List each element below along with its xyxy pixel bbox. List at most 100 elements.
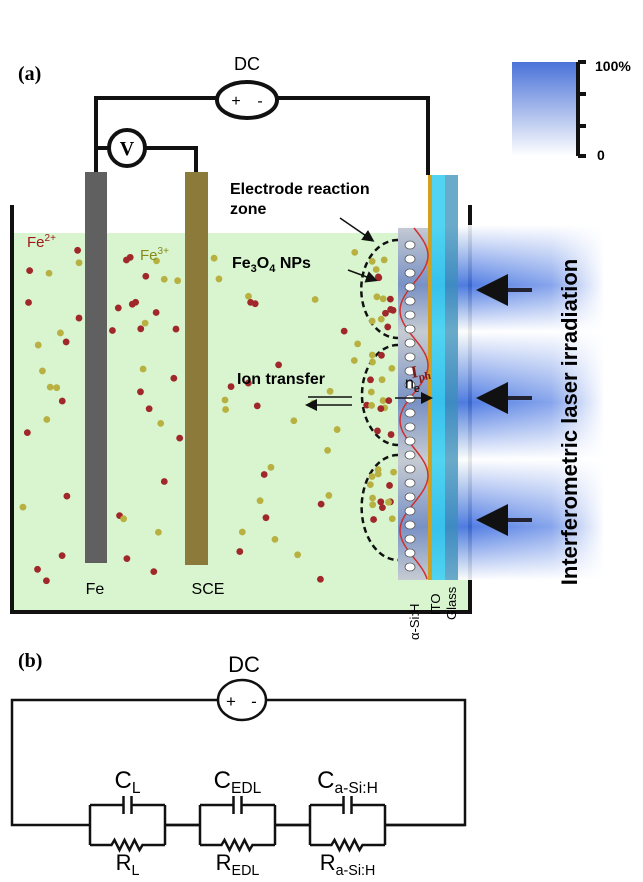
particle: [115, 305, 122, 312]
particle: [157, 420, 164, 427]
zone-label: zone: [230, 201, 267, 218]
nanoparticle: [405, 339, 415, 347]
nanoparticle: [405, 269, 415, 277]
particle: [261, 471, 268, 478]
particle: [317, 576, 324, 583]
particle: [20, 504, 27, 511]
layer-label: Glass: [444, 586, 459, 620]
laser-label: Interferometric laser irradiation: [557, 259, 582, 585]
particle: [34, 566, 41, 573]
particle: [43, 577, 50, 584]
symbol: R: [116, 850, 132, 875]
nanoparticle: [405, 409, 415, 417]
beam-fade: [470, 225, 605, 580]
particle: [64, 493, 71, 500]
element-label: Ca-Si:H: [317, 767, 378, 797]
particle: [24, 429, 31, 436]
polarity: -: [257, 93, 262, 110]
symbol: C: [214, 767, 231, 794]
nanoparticle: [405, 311, 415, 319]
particle: [368, 402, 375, 409]
particle: [380, 295, 387, 302]
figure: (a) 100% 0 Interferometric laser irradia…: [0, 0, 643, 882]
particle: [46, 270, 53, 277]
subscript: a-Si:H: [335, 780, 378, 797]
particle: [228, 383, 235, 390]
particle: [377, 405, 384, 412]
particle: [140, 366, 147, 373]
particle: [161, 276, 168, 283]
parallel-branch: [310, 796, 465, 850]
particle: [59, 398, 66, 405]
particle: [26, 267, 33, 274]
particle: [161, 478, 168, 485]
particle: [367, 481, 374, 488]
particle: [385, 499, 392, 506]
symbol: C: [317, 767, 334, 794]
particle: [387, 296, 394, 303]
particle: [369, 359, 376, 366]
nanoparticle: [405, 549, 415, 557]
particle: [377, 498, 384, 505]
particle: [379, 504, 386, 511]
particle: [74, 247, 81, 254]
subscript: EDL: [231, 780, 262, 797]
polarity: +: [226, 692, 236, 711]
fe-electrode: [85, 172, 107, 563]
particle: [146, 405, 153, 412]
particle: [389, 515, 396, 522]
particle: [318, 501, 325, 508]
nanoparticle: [405, 493, 415, 501]
particle: [378, 316, 385, 323]
particle: [43, 416, 50, 423]
particle: [369, 258, 376, 265]
nanoparticle: [405, 255, 415, 263]
nanoparticle: [405, 465, 415, 473]
particle: [370, 516, 377, 523]
particle: [216, 276, 223, 283]
nanoparticle: [405, 423, 415, 431]
particle: [325, 492, 332, 499]
particle: [272, 536, 279, 543]
particle: [57, 330, 64, 337]
particle: [334, 426, 341, 433]
particle: [76, 259, 83, 266]
particle: [375, 274, 382, 281]
particle: [236, 548, 243, 555]
particle: [268, 464, 275, 471]
panel-label: (a): [18, 63, 41, 85]
nanoparticle: [405, 241, 415, 249]
particle: [142, 273, 149, 280]
nanoparticle: [405, 283, 415, 291]
nanoparticle: [405, 353, 415, 361]
particle: [35, 342, 42, 349]
particle: [381, 257, 388, 264]
particle: [388, 431, 395, 438]
colorbar-axis: [578, 62, 586, 156]
particle: [120, 515, 127, 522]
subscript: a-Si:H: [336, 863, 376, 879]
parallel-branch: [90, 796, 200, 850]
particle: [275, 361, 282, 368]
particle: [263, 514, 270, 521]
polarity: -: [251, 692, 257, 711]
colorbar-label: 100%: [595, 58, 631, 74]
particle: [257, 497, 264, 504]
nanoparticle: [405, 437, 415, 445]
nanoparticle: [405, 395, 415, 403]
particle: [222, 397, 229, 404]
particle: [390, 307, 397, 314]
symbol: R: [216, 850, 232, 875]
particle: [176, 435, 183, 442]
nanoparticle: [405, 451, 415, 459]
dc-source: [217, 82, 277, 118]
nanoparticle: [405, 479, 415, 487]
particle: [245, 293, 252, 300]
nanoparticle: [405, 325, 415, 333]
particle: [150, 568, 157, 575]
particle: [170, 375, 177, 382]
particle: [39, 368, 46, 375]
subscript: EDL: [232, 863, 260, 879]
particle: [388, 365, 395, 372]
particle: [327, 388, 334, 395]
